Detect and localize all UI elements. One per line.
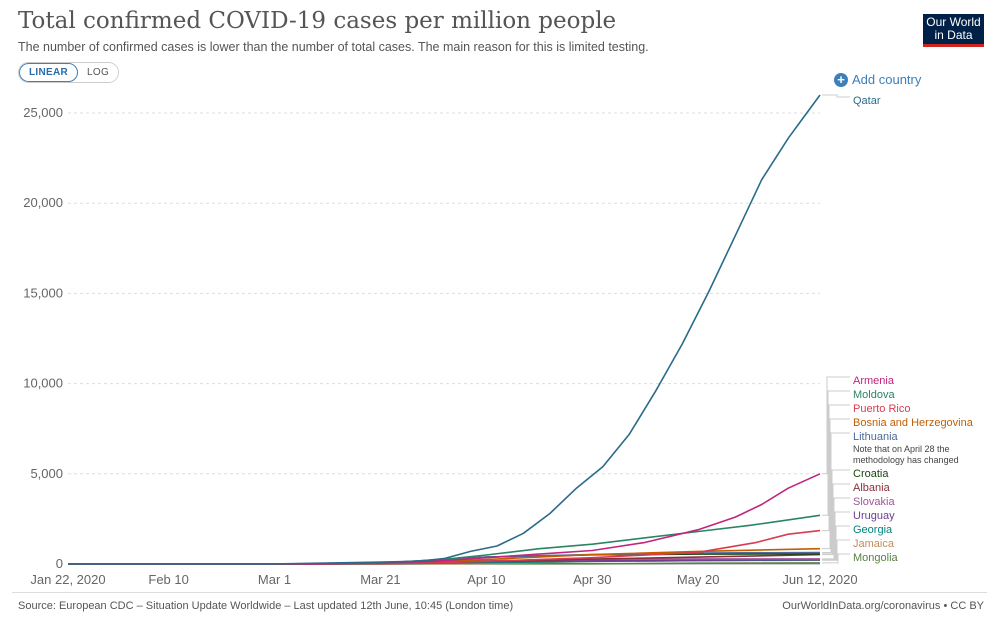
series-label-qatar: Qatar [853,95,881,107]
grid-lines [68,112,820,565]
series-label-bosnia-and-herzegovina: Bosnia and Herzegovina [853,417,974,429]
x-tick-label: Feb 10 [148,572,188,587]
chart-subtitle: The number of confirmed cases is lower t… [18,40,649,54]
series-label-armenia: Armenia [853,375,895,387]
y-tick-label: 25,000 [23,105,63,120]
owid-logo[interactable]: Our World in Data [923,14,984,47]
connector-bosnia-and-herzegovina [822,418,850,550]
series-label-lithuania: Lithuania [853,431,899,443]
add-country-label: Add country [852,72,922,87]
source-text: Source: European CDC – Situation Update … [18,600,514,612]
y-tick-label: 10,000 [23,376,63,391]
credit-link[interactable]: OurWorldInData.org/coronavirus • CC BY [782,600,984,612]
connector-slovakia [822,497,850,560]
connector-mongolia [822,553,850,564]
log-scale-button[interactable]: LOG [78,63,119,82]
connector-armenia [822,376,850,475]
x-tick-label: Mar 21 [360,572,400,587]
x-tick-label: Jun 12, 2020 [782,572,857,587]
x-tick-label: Apr 30 [573,572,611,587]
linear-scale-button[interactable]: LINEAR [19,63,79,82]
series-label-uruguay: Uruguay [853,510,895,522]
add-country-button[interactable]: + Add country [834,72,921,87]
line-chart: 0 5,000 10,000 15,000 20,000 25,000 Jan 22, 2… [23,94,974,587]
connector-qatar [822,94,850,98]
y-tick-label: 5,000 [30,466,63,481]
series-label-slovakia: Slovakia [853,496,895,508]
chart-title: Total confirmed COVID-19 cases per milli… [18,8,617,34]
y-tick-label: 15,000 [23,285,63,300]
series-line-armenia [68,473,821,565]
x-tick-label: May 20 [677,572,720,587]
footer-divider [12,592,987,593]
connector-puerto-rico [822,404,850,532]
plus-circle-icon: + [834,72,848,87]
x-tick-label: Mar 1 [258,572,291,587]
series-label-mongolia: Mongolia [853,552,899,564]
x-axis-ticks: Jan 22, 2020 Feb 10 Mar 1 Mar 21 Apr 10 Apr 3… [30,572,857,587]
methodology-note-line-2: methodology has changed [853,455,959,465]
connector-albania [822,483,850,556]
series-line-qatar [68,94,821,565]
scale-toggle: LINEAR LOG [18,62,120,83]
connector-lithuania [822,432,850,553]
series-labels: Qatar Armenia Moldova Puerto Rico Bosnia and… [853,95,974,564]
logo-line-1: Our World [926,15,981,29]
label-connectors [822,94,850,564]
y-axis-ticks: 0 5,000 10,000 15,000 20,000 25,000 [23,105,63,571]
methodology-note-line-1: Note that on April 28 the [853,444,950,454]
series-lines [68,94,821,565]
y-tick-label: 20,000 [23,195,63,210]
logo-line-2: in Data [934,28,973,42]
series-label-puerto-rico: Puerto Rico [853,403,910,415]
series-label-croatia: Croatia [853,468,889,480]
connector-croatia [822,469,850,555]
connector-moldova [822,390,850,516]
series-label-moldova: Moldova [853,389,895,401]
series-label-jamaica: Jamaica [853,538,895,550]
y-tick-label: 0 [56,556,63,571]
x-tick-label: Jan 22, 2020 [30,572,105,587]
series-label-georgia: Georgia [853,524,893,536]
series-label-albania: Albania [853,482,891,494]
x-tick-label: Apr 10 [467,572,505,587]
connector-jamaica [822,539,850,561]
